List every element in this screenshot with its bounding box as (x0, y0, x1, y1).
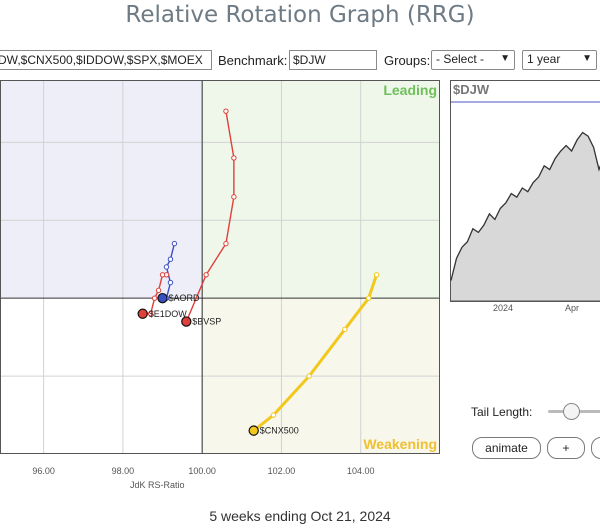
series-label: $AORD (169, 293, 201, 303)
tail-point (342, 326, 348, 333)
tail-point (223, 240, 229, 247)
tail-point (155, 287, 162, 294)
rrg-tails: $BVSP $AORD $E1DOW $CNX500 (137, 108, 380, 436)
leading-quadrant (202, 80, 440, 299)
mini-area-fill (451, 132, 600, 301)
chevron-down-icon: ▼ (582, 53, 592, 64)
x-tick-label: 98.00 (112, 466, 135, 476)
tail-point (270, 412, 277, 418)
benchmark-label: Benchmark: (218, 53, 288, 68)
x-tick-label: 102.00 (268, 466, 296, 476)
x-axis-title: JdK RS-Ratio (130, 480, 185, 490)
series-label: $E1DOW (149, 309, 188, 319)
mini-x-tick: 2024 (493, 303, 513, 313)
controls-bar: Benchmark: Groups: - Select - ▼ 1 year ▼ (0, 50, 600, 72)
mini-price-line (450, 131, 600, 281)
rrg-chart[interactable]: Leading Weakening $BVSP $AORD $E1DOW $CNX50… (0, 80, 440, 454)
tail-point (203, 272, 209, 278)
groups-select[interactable]: - Select - ▼ (431, 50, 515, 70)
zoom-in-button[interactable]: + (547, 437, 585, 459)
improving-quadrant (0, 80, 203, 299)
groups-label: Groups: (384, 53, 431, 68)
tail-point (167, 256, 174, 262)
tail-point (223, 108, 229, 114)
tail-point (167, 279, 174, 286)
animate-button[interactable]: animate (472, 437, 541, 459)
x-tick-label: 96.00 (32, 466, 55, 476)
tail-point (306, 373, 312, 379)
groups-select-value: - Select - (436, 52, 485, 66)
tail-point (147, 311, 154, 317)
benchmark-input[interactable] (289, 50, 377, 70)
series-label: $BVSP (192, 317, 221, 327)
tail-point (365, 295, 372, 301)
tail-head-point (157, 292, 168, 304)
rrg-series: $E1DOW (137, 272, 188, 319)
x-tick-label: 100.00 (188, 466, 216, 476)
tail-length-label: Tail Length: (471, 405, 533, 419)
tail-point (151, 295, 158, 301)
tail-point (231, 155, 237, 161)
page-title: Relative Rotation Graph (RRG) (125, 2, 475, 28)
leading-label: Leading (383, 82, 437, 98)
period-select[interactable]: 1 year ▼ (522, 50, 597, 70)
tail-point (231, 194, 237, 200)
series-label: $CNX500 (260, 426, 299, 436)
rrg-series: $BVSP (181, 108, 237, 327)
chevron-down-icon: ▼ (500, 53, 510, 64)
tail-length-slider-handle[interactable] (563, 403, 580, 420)
tail-head-point (137, 308, 148, 319)
tail-point (163, 264, 170, 270)
tail-point (373, 272, 380, 278)
rrg-series: $CNX500 (248, 272, 380, 436)
period-select-value: 1 year (527, 52, 561, 66)
chart-border (0, 80, 440, 454)
mini-chart-title: $DJW (453, 82, 490, 97)
tail-line (252, 274, 378, 432)
tail-head-point (181, 316, 192, 327)
tail-point (171, 240, 178, 247)
tail-line (185, 111, 235, 322)
mini-x-tick: Apr (565, 303, 579, 313)
symbols-input[interactable] (0, 50, 212, 70)
period-footer: 5 weeks ending Oct 21, 2024 (209, 508, 391, 524)
x-axis-ticks: 96.00 98.00 100.00 102.00 104.00 (32, 466, 375, 476)
tail-point (159, 272, 166, 278)
x-tick-label: 104.00 (347, 466, 375, 476)
tail-head-point (248, 425, 259, 436)
weakening-label: Weakening (363, 436, 437, 452)
zoom-out-button[interactable] (591, 437, 600, 459)
benchmark-mini-chart: $DJW 2024 Apr (450, 80, 600, 313)
